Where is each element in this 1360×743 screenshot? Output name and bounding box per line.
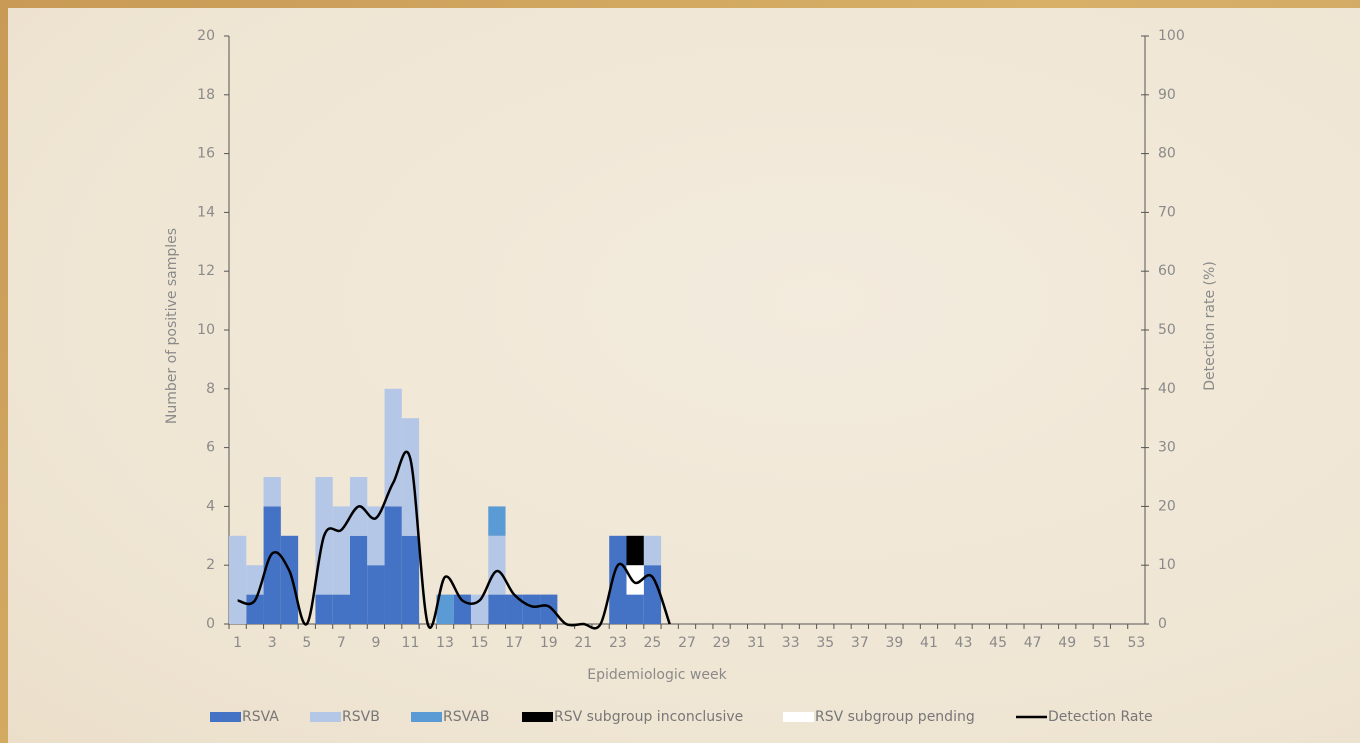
y-tick-label: 10 <box>197 322 215 338</box>
x-tick-label: 7 <box>337 635 346 651</box>
legend-swatch <box>522 712 553 722</box>
y-tick-label: 18 <box>197 87 215 103</box>
legend-label: RSV subgroup pending <box>815 709 975 725</box>
bar <box>436 594 454 624</box>
bar <box>367 506 385 566</box>
legend-label: RSV subgroup inconclusive <box>554 709 743 725</box>
x-tick-label: 15 <box>471 635 489 651</box>
x-tick-label: 19 <box>540 635 558 651</box>
bar <box>246 565 264 595</box>
x-tick-label: 35 <box>816 635 834 651</box>
y2-tick-label: 60 <box>1158 263 1176 279</box>
x-tick-label: 53 <box>1127 635 1145 651</box>
x-tick-label: 45 <box>989 635 1007 651</box>
y2-axis-label: Detection rate (%) <box>1202 261 1218 391</box>
x-tick-label: 47 <box>1024 635 1042 651</box>
y2-tick-label: 100 <box>1158 28 1185 44</box>
bar <box>626 594 644 624</box>
y-tick-label: 20 <box>197 28 215 44</box>
bar <box>367 565 385 624</box>
y2-tick-label: 20 <box>1158 498 1176 514</box>
x-tick-label: 13 <box>436 635 454 651</box>
x-tick-label: 25 <box>644 635 662 651</box>
x-tick-label: 31 <box>747 635 765 651</box>
y-tick-label: 0 <box>206 616 215 632</box>
x-tick-label: 17 <box>505 635 523 651</box>
legend-swatch <box>411 712 442 722</box>
x-tick-label: 39 <box>885 635 903 651</box>
bar <box>643 535 662 566</box>
y2-tick-label: 0 <box>1158 616 1167 632</box>
x-tick-label: 11 <box>402 635 420 651</box>
x-tick-label: 37 <box>851 635 869 651</box>
bar <box>246 594 264 624</box>
y-tick-label: 16 <box>197 146 215 162</box>
legend-label: RSVAB <box>443 709 489 725</box>
bar <box>488 594 506 624</box>
x-tick-label: 51 <box>1093 635 1111 651</box>
y-axis-label: Number of positive samples <box>164 228 180 424</box>
bar <box>488 535 506 595</box>
y-tick-label: 8 <box>206 381 215 397</box>
legend-swatch <box>310 712 341 722</box>
x-tick-label: 29 <box>713 635 731 651</box>
y-tick-label: 2 <box>206 557 215 573</box>
x-tick-label: 3 <box>268 635 277 651</box>
bar <box>626 535 644 566</box>
x-tick-label: 41 <box>920 635 938 651</box>
bar <box>315 594 333 624</box>
x-tick-label: 43 <box>955 635 973 651</box>
y2-tick-label: 10 <box>1158 557 1176 573</box>
bar <box>626 565 644 595</box>
x-tick-label: 9 <box>371 635 380 651</box>
y-tick-label: 6 <box>206 440 215 456</box>
bar <box>609 535 627 624</box>
y2-tick-label: 80 <box>1158 146 1176 162</box>
x-tick-label: 23 <box>609 635 627 651</box>
y-tick-label: 14 <box>197 204 215 220</box>
legend-swatch <box>210 712 241 722</box>
line <box>237 450 671 630</box>
y2-tick-label: 90 <box>1158 87 1176 103</box>
legend-label: RSVB <box>342 709 380 725</box>
legend-label: RSVA <box>242 709 279 725</box>
y2-tick-label: 50 <box>1158 322 1176 338</box>
bar <box>401 535 420 624</box>
bar <box>349 535 368 624</box>
bar <box>384 388 402 507</box>
bar <box>540 594 558 624</box>
y2-tick-label: 30 <box>1158 440 1176 456</box>
x-tick-label: 27 <box>678 635 696 651</box>
bar <box>332 594 350 624</box>
bar <box>263 477 281 507</box>
x-tick-label: 33 <box>782 635 800 651</box>
bar <box>384 506 402 624</box>
legend-swatch <box>783 712 814 722</box>
bar <box>280 535 299 624</box>
bar <box>488 506 506 536</box>
x-tick-label: 21 <box>574 635 592 651</box>
bar <box>332 506 350 595</box>
bar <box>229 535 247 624</box>
bar <box>505 594 523 624</box>
x-tick-label: 5 <box>302 635 311 651</box>
x-axis-label: Epidemiologic week <box>587 667 727 683</box>
y2-tick-label: 40 <box>1158 381 1176 397</box>
bar <box>263 506 281 624</box>
y2-tick-label: 70 <box>1158 204 1176 220</box>
bar <box>522 594 541 624</box>
legend-label: Detection Rate <box>1048 709 1153 725</box>
x-tick-label: 1 <box>233 635 242 651</box>
y-tick-label: 4 <box>206 498 215 514</box>
x-tick-label: 49 <box>1058 635 1076 651</box>
bar <box>643 565 662 624</box>
y-tick-label: 12 <box>197 263 215 279</box>
